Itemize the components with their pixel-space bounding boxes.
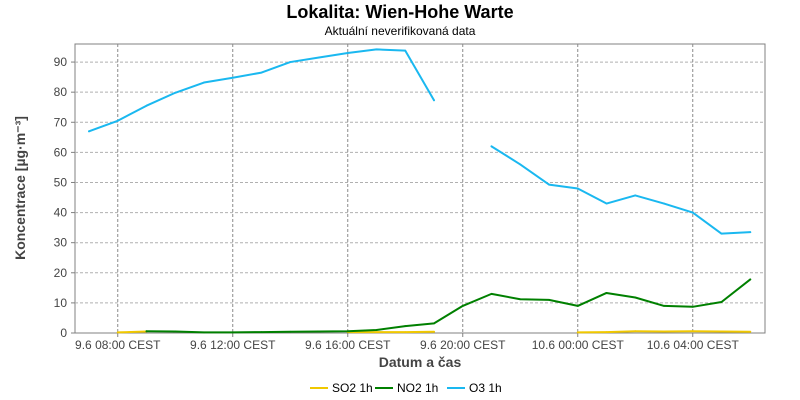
- series-so2-1h: [116, 330, 752, 334]
- data-point: [634, 330, 637, 333]
- data-point: [289, 330, 292, 333]
- y-tick-label: 10: [54, 296, 68, 310]
- data-point: [433, 322, 435, 325]
- data-point: [433, 330, 435, 333]
- y-axis-ticks: 0 10 20 30 40 50 60 70 80 90: [54, 55, 75, 340]
- data-point: [634, 194, 637, 197]
- data-point: [663, 305, 665, 307]
- data-point: [433, 99, 435, 102]
- data-point: [576, 187, 579, 190]
- data-point: [691, 305, 694, 308]
- data-point: [634, 296, 637, 299]
- data-point: [375, 329, 378, 331]
- x-tick-label: 9.6 08:00 CEST: [75, 338, 161, 352]
- data-point: [720, 232, 723, 235]
- y-tick-label: 80: [54, 85, 68, 99]
- data-point: [548, 298, 550, 301]
- legend: SO2 1h NO2 1h O3 1h: [310, 381, 502, 395]
- x-axis-ticks: 9.6 08:00 CEST 9.6 12:00 CEST 9.6 16:00 CE…: [75, 333, 739, 352]
- x-tick-label: 10.6 04:00 CEST: [647, 338, 740, 352]
- y-axis-label: Koncentrace [µg·m⁻³]: [12, 116, 28, 260]
- legend-label: NO2 1h: [397, 381, 438, 395]
- y-tick-label: 60: [54, 145, 68, 159]
- data-point: [490, 292, 493, 295]
- x-tick-label: 9.6 12:00 CEST: [190, 338, 276, 352]
- legend-label: O3 1h: [469, 381, 502, 395]
- y-tick-label: 0: [60, 326, 67, 340]
- data-point: [145, 330, 148, 333]
- data-point: [404, 331, 407, 333]
- data-point: [231, 331, 234, 334]
- data-point: [519, 163, 522, 166]
- series-o3-1h: [88, 48, 752, 235]
- y-tick-label: 90: [54, 55, 68, 69]
- data-point: [318, 330, 320, 333]
- y-tick-label: 20: [54, 266, 68, 280]
- data-point: [203, 331, 205, 334]
- data-point: [576, 331, 579, 334]
- y-tick-label: 40: [54, 206, 68, 220]
- x-axis-label: Datum a čas: [379, 354, 462, 370]
- data-point: [691, 330, 694, 333]
- grid-lines: [75, 44, 765, 333]
- legend-item: SO2 1h: [310, 381, 373, 395]
- data-point: [231, 76, 234, 79]
- chart-subtitle: Aktuální neverifikovaná data: [325, 24, 476, 38]
- data-point: [663, 330, 665, 333]
- data-point: [720, 301, 723, 303]
- y-tick-label: 30: [54, 236, 68, 250]
- x-tick-label: 10.6 00:00 CEST: [532, 338, 625, 352]
- data-point: [461, 305, 464, 307]
- plot-area: [74, 43, 766, 334]
- data-point: [404, 49, 407, 52]
- data-point: [605, 331, 608, 333]
- y-tick-label: 70: [54, 115, 68, 129]
- data-point: [749, 330, 752, 333]
- data-point: [375, 48, 378, 51]
- data-point: [174, 330, 177, 333]
- data-point: [145, 104, 148, 107]
- y-tick-label: 50: [54, 175, 68, 189]
- data-point: [289, 61, 292, 63]
- data-point: [116, 119, 119, 122]
- data-point: [691, 211, 694, 214]
- data-point: [605, 202, 608, 205]
- data-point: [605, 292, 608, 294]
- data-point: [490, 145, 493, 148]
- data-point: [260, 71, 263, 74]
- data-point: [260, 331, 263, 333]
- data-point: [203, 81, 205, 84]
- series-layer: [88, 48, 752, 334]
- data-point: [174, 91, 177, 94]
- data-point: [318, 56, 320, 59]
- data-point: [375, 331, 378, 333]
- data-point: [749, 278, 752, 281]
- series-line: [145, 278, 752, 334]
- legend-item: O3 1h: [447, 381, 502, 395]
- data-point: [519, 298, 522, 301]
- data-point: [346, 330, 349, 333]
- data-point: [663, 202, 665, 205]
- legend-item: NO2 1h: [375, 381, 438, 395]
- legend-label: SO2 1h: [332, 381, 373, 395]
- data-point: [548, 183, 550, 186]
- chart-title: Lokalita: Wien-Hohe Warte: [286, 2, 513, 22]
- data-point: [116, 331, 119, 334]
- series-no2-1h: [145, 278, 752, 334]
- x-tick-label: 9.6 16:00 CEST: [305, 338, 391, 352]
- data-point: [88, 130, 90, 133]
- data-point: [749, 231, 752, 234]
- x-tick-label: 9.6 20:00 CEST: [420, 338, 506, 352]
- data-point: [720, 330, 723, 333]
- data-point: [576, 305, 579, 307]
- data-point: [404, 325, 407, 327]
- data-point: [346, 52, 349, 54]
